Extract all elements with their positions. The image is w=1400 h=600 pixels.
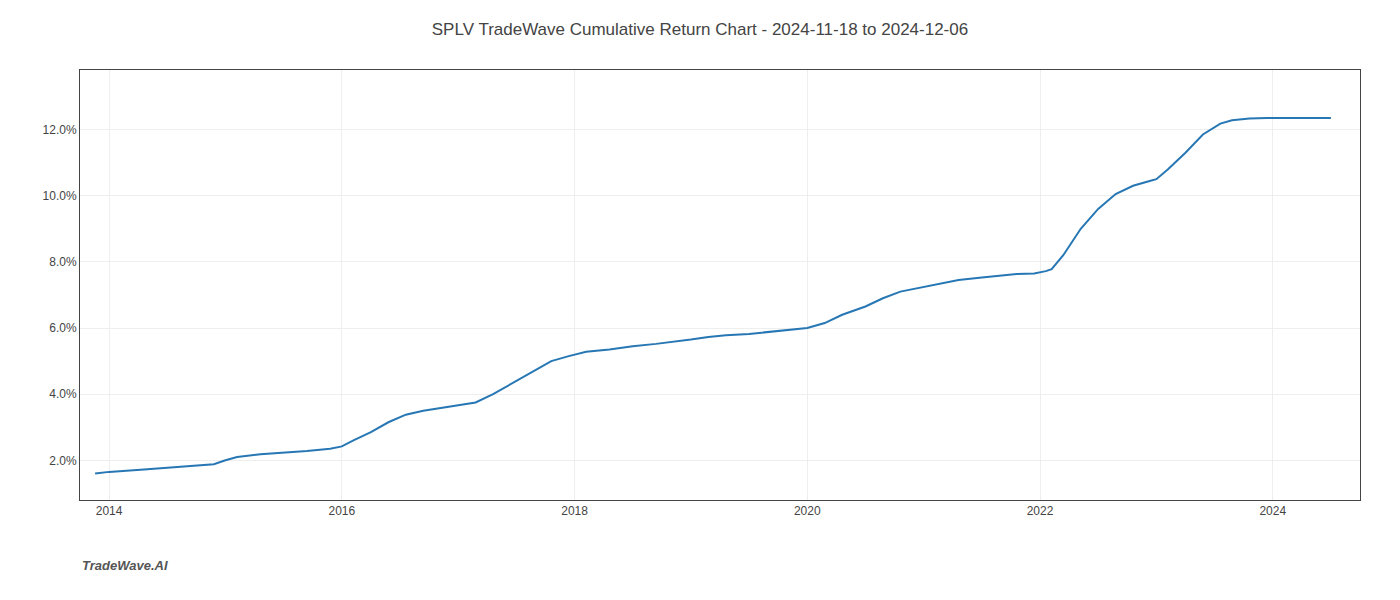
svg-text:2016: 2016 xyxy=(328,504,355,518)
svg-text:12.0%: 12.0% xyxy=(43,123,77,137)
svg-text:2014: 2014 xyxy=(96,504,123,518)
svg-text:2024: 2024 xyxy=(1259,504,1286,518)
svg-text:8.0%: 8.0% xyxy=(49,255,77,269)
svg-text:2.0%: 2.0% xyxy=(49,454,77,468)
svg-text:6.0%: 6.0% xyxy=(49,321,77,335)
svg-text:SPLV TradeWave Cumulative Retu: SPLV TradeWave Cumulative Return Chart -… xyxy=(432,20,968,39)
svg-text:10.0%: 10.0% xyxy=(43,189,77,203)
svg-text:4.0%: 4.0% xyxy=(49,387,77,401)
svg-text:TradeWave.AI: TradeWave.AI xyxy=(82,558,168,573)
svg-text:2022: 2022 xyxy=(1027,504,1054,518)
svg-text:2018: 2018 xyxy=(561,504,588,518)
svg-text:2020: 2020 xyxy=(794,504,821,518)
